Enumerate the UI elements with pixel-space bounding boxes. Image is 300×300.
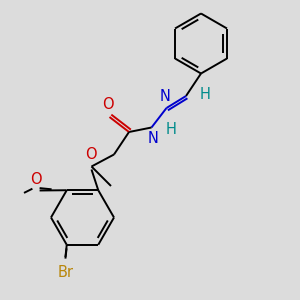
Text: N: N <box>148 131 158 146</box>
Text: O: O <box>30 172 42 187</box>
Text: Br: Br <box>57 265 74 280</box>
Text: methoxy: methoxy <box>16 186 23 188</box>
Text: O: O <box>85 147 96 162</box>
Text: N: N <box>160 89 170 104</box>
Text: H: H <box>200 87 210 102</box>
Text: H: H <box>166 122 177 137</box>
Text: methoxy: methoxy <box>21 191 27 193</box>
Text: O: O <box>102 97 114 112</box>
